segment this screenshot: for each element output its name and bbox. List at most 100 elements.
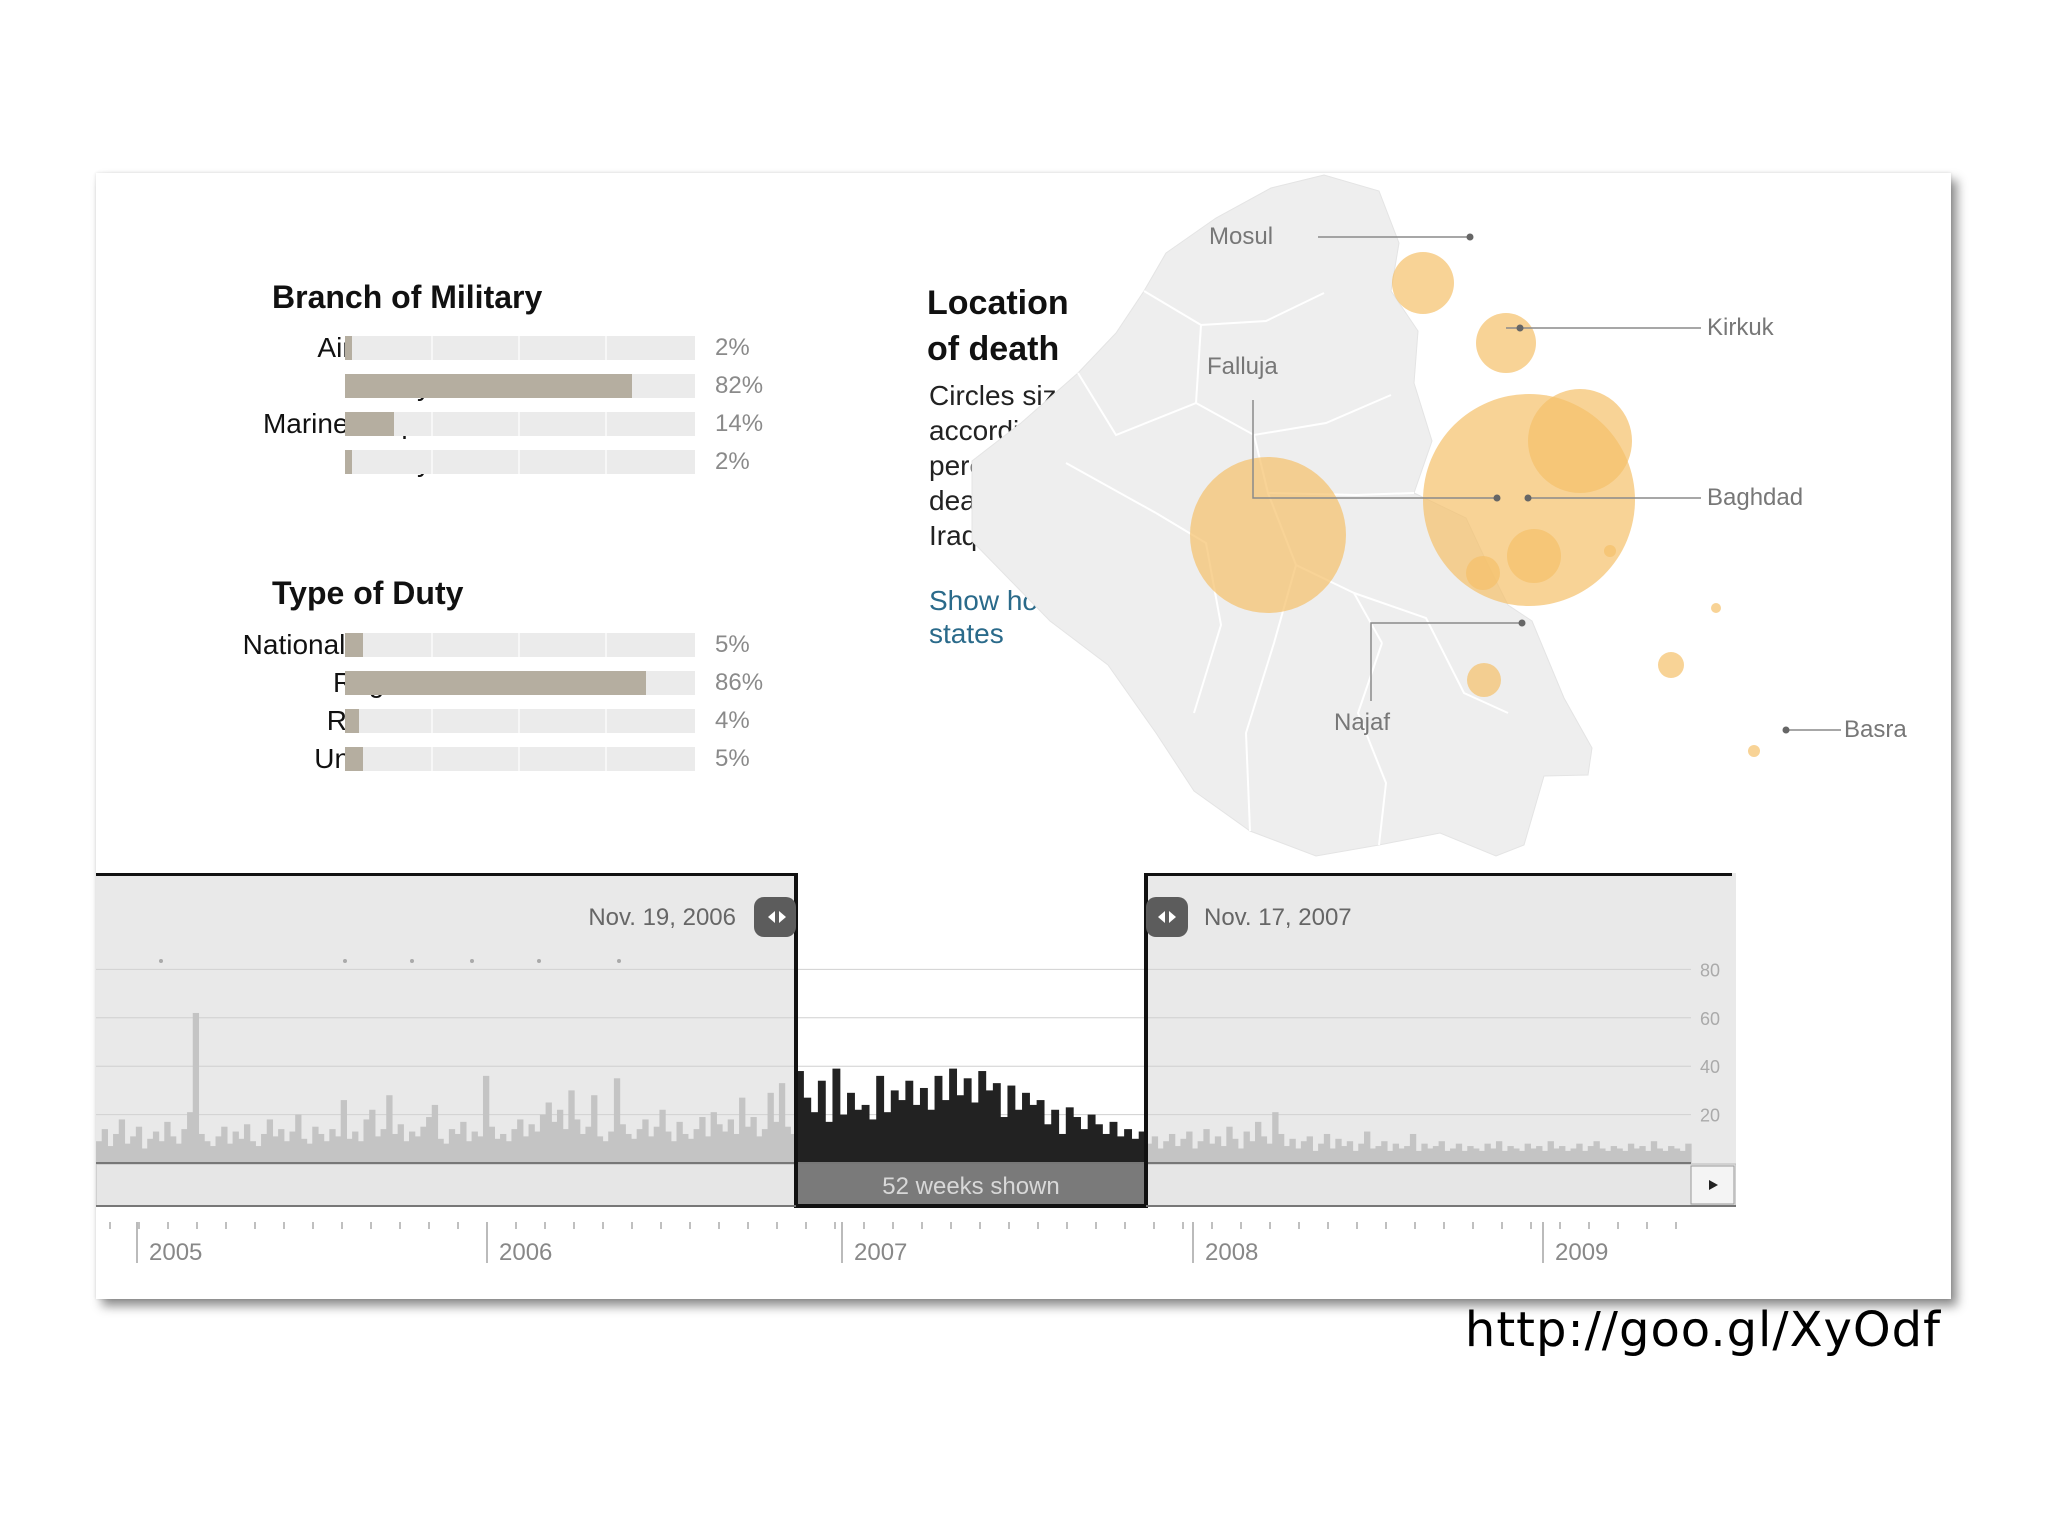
week-bar xyxy=(1616,1148,1623,1163)
week-bar xyxy=(192,1012,200,1163)
bar-fill xyxy=(345,336,352,360)
bar-row: Army82% xyxy=(96,371,896,401)
week-bar xyxy=(1168,1133,1176,1163)
week-bar xyxy=(1622,1150,1629,1163)
circle-kirkuk xyxy=(1476,313,1536,373)
week-bar xyxy=(96,1141,103,1163)
week-bar xyxy=(978,1071,987,1163)
start-date-label: Nov. 19, 2006 xyxy=(588,904,736,931)
week-bar xyxy=(1398,1148,1405,1163)
week-bar xyxy=(1036,1100,1045,1163)
week-bar xyxy=(534,1131,541,1163)
week-bar xyxy=(630,1138,638,1163)
week-bar xyxy=(1220,1146,1227,1163)
week-bar xyxy=(934,1075,943,1163)
branch-title: Branch of Military xyxy=(272,279,543,315)
week-bar xyxy=(1570,1148,1577,1163)
play-icon xyxy=(1709,1180,1718,1190)
week-bar xyxy=(665,1131,672,1163)
selection-window-bar[interactable] xyxy=(796,1164,1146,1206)
bar-track xyxy=(345,671,695,695)
week-bar xyxy=(1541,1150,1549,1163)
week-bar xyxy=(1260,1136,1268,1163)
left-handle[interactable] xyxy=(754,897,796,937)
week-bar xyxy=(876,1075,885,1163)
week-bar xyxy=(949,1068,958,1163)
week-bar xyxy=(1352,1150,1359,1163)
week-bar xyxy=(107,1146,114,1163)
source-url[interactable]: http://goo.gl/XyOdf xyxy=(1464,1302,1941,1358)
circle-babil xyxy=(1507,529,1561,583)
play-button[interactable] xyxy=(1690,1165,1735,1205)
circle-maysan xyxy=(1711,603,1721,613)
week-bar xyxy=(1237,1148,1245,1163)
week-bar xyxy=(1645,1150,1652,1163)
week-bar xyxy=(420,1126,427,1163)
week-bar xyxy=(1000,1117,1009,1163)
week-bar xyxy=(1163,1141,1170,1163)
week-bar xyxy=(854,1109,863,1163)
week-bar xyxy=(1559,1146,1566,1163)
week-bar xyxy=(1656,1148,1663,1163)
week-bar xyxy=(1421,1143,1428,1163)
week-bar xyxy=(1186,1131,1193,1163)
week-bar xyxy=(817,1080,826,1163)
bar-track xyxy=(345,709,695,733)
week-bar xyxy=(971,1102,979,1163)
week-bar xyxy=(1467,1146,1474,1163)
location-title-line1: Location xyxy=(927,284,1069,322)
week-bar xyxy=(825,1121,834,1163)
week-bar xyxy=(1536,1146,1543,1163)
location-title-line2: of death xyxy=(927,330,1060,368)
circle-wasit xyxy=(1604,545,1616,557)
week-bar xyxy=(511,1129,518,1163)
week-bar xyxy=(403,1141,410,1163)
week-bar xyxy=(1266,1143,1273,1163)
week-bar xyxy=(1392,1143,1400,1163)
bar-track xyxy=(345,336,695,360)
week-bar xyxy=(670,1141,678,1163)
week-bar xyxy=(471,1131,478,1163)
bar-fill xyxy=(345,633,363,657)
week-bar xyxy=(1610,1146,1618,1163)
week-bar xyxy=(687,1138,695,1163)
bar-value-label: 14% xyxy=(715,410,764,437)
week-bar xyxy=(803,1097,812,1163)
week-bar xyxy=(963,1078,972,1163)
week-bar xyxy=(613,1078,621,1163)
week-bar xyxy=(1668,1146,1675,1163)
year-label: 2009 xyxy=(1555,1239,1608,1266)
week-bar xyxy=(1272,1112,1279,1163)
week-bar xyxy=(443,1143,450,1163)
week-bar xyxy=(255,1146,262,1163)
week-bar xyxy=(1415,1150,1422,1163)
circle-najaf xyxy=(1467,663,1501,697)
week-bar xyxy=(574,1119,581,1163)
week-bar xyxy=(568,1090,575,1163)
week-bar xyxy=(517,1119,524,1163)
week-bar xyxy=(1323,1133,1331,1163)
week-bar xyxy=(1461,1150,1468,1163)
week-bar xyxy=(1289,1138,1296,1163)
right-handle[interactable] xyxy=(1146,897,1188,937)
bar-track xyxy=(345,747,695,771)
circle-diyala xyxy=(1528,389,1632,493)
week-bar xyxy=(722,1131,729,1163)
bar-fill xyxy=(345,709,359,733)
week-bar xyxy=(1547,1141,1554,1163)
week-bar xyxy=(1662,1150,1669,1163)
event-markers xyxy=(159,959,621,963)
week-bar xyxy=(1679,1150,1686,1163)
week-bar xyxy=(300,1138,308,1163)
y-tick-label: 80 xyxy=(1700,960,1720,980)
week-bar xyxy=(545,1102,552,1163)
week-bar xyxy=(426,1117,433,1163)
week-bar xyxy=(585,1126,592,1163)
week-bar xyxy=(1022,1092,1030,1163)
week-bar xyxy=(414,1136,421,1163)
week-bar xyxy=(1553,1148,1560,1163)
week-bar xyxy=(1124,1129,1133,1163)
week-bar xyxy=(1369,1148,1377,1163)
year-label: 2005 xyxy=(149,1239,202,1266)
week-bar xyxy=(890,1090,899,1163)
